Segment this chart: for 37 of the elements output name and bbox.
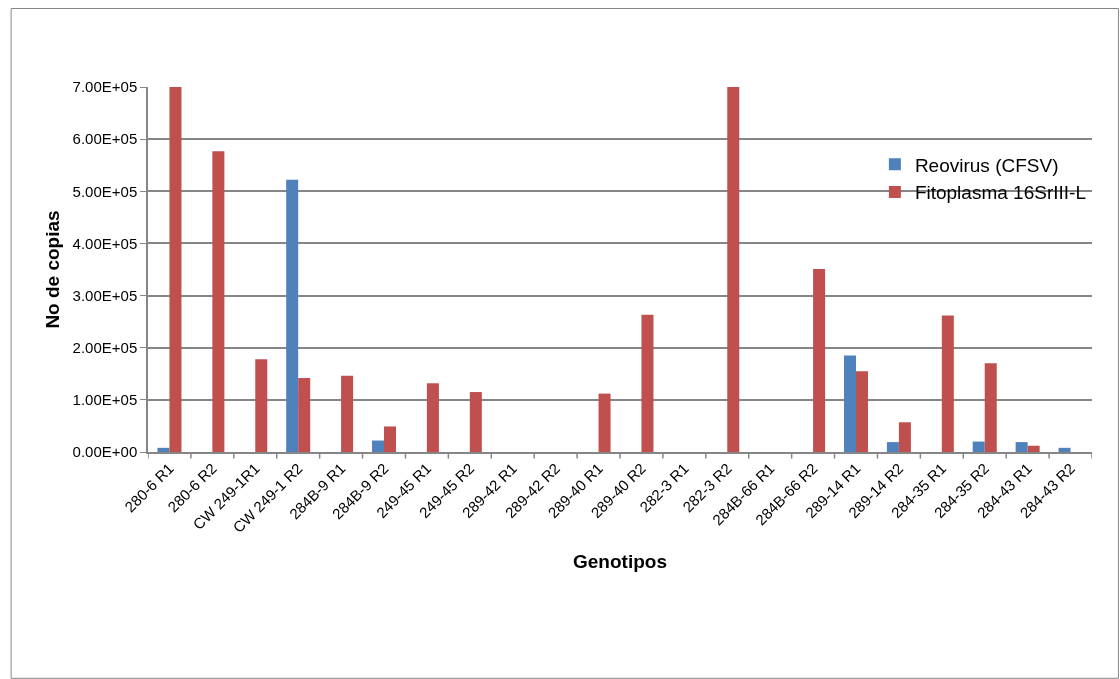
y-tick-label: 7.00E+05 [72,78,138,96]
y-tick-label: 3.00E+05 [72,286,138,304]
bar [157,447,170,452]
y-tick-label: 2.00E+05 [72,338,138,356]
bar [813,268,826,452]
bar [1027,445,1040,452]
bar [255,359,268,452]
bar [641,314,654,452]
bar [984,363,997,452]
legend-label: Reovirus (CFSV) [914,154,1059,176]
bar [384,426,397,452]
bar [469,392,482,452]
bar [286,179,299,452]
bar [598,393,611,452]
bar [341,375,354,452]
bar [898,422,911,452]
y-tick-label: 0.00E+00 [72,443,138,461]
legend-label: Fitoplasma 16SrIII-L [914,182,1086,204]
bar [886,442,899,452]
bar [426,383,439,452]
bar [169,87,182,452]
x-axis-title: Genotipos [573,551,667,573]
y-tick-label: 1.00E+05 [72,391,138,409]
y-tick-label: 5.00E+05 [72,182,138,200]
bar [1058,447,1071,452]
y-tick-label: 4.00E+05 [72,234,138,252]
bar [1015,442,1028,452]
bar [856,371,869,452]
bar [371,440,384,452]
bar [941,315,954,452]
bar [298,377,311,452]
bar [212,151,225,452]
bar [843,355,856,452]
y-tick-label: 6.00E+05 [72,130,138,148]
bar [727,87,740,452]
bar [972,441,985,452]
y-axis-title: No de copias [41,210,63,329]
